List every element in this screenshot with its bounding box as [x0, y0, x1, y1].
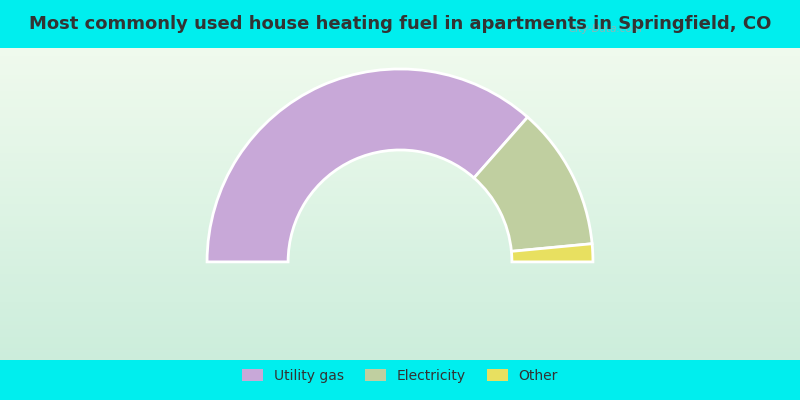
Bar	[0, 134, 800, 138]
Bar	[0, 52, 800, 56]
Bar	[0, 298, 800, 302]
Bar	[0, 220, 800, 224]
Bar	[0, 290, 800, 294]
Bar	[0, 294, 800, 298]
Bar	[0, 64, 800, 68]
Bar	[0, 258, 800, 262]
Bar	[0, 262, 800, 266]
Text: City-Data.com: City-Data.com	[569, 24, 642, 34]
Wedge shape	[474, 117, 592, 251]
Bar	[0, 204, 800, 208]
Bar	[0, 161, 800, 165]
Bar	[0, 309, 800, 313]
Bar	[0, 274, 800, 278]
Bar	[0, 325, 800, 329]
Bar	[0, 153, 800, 157]
Bar	[0, 177, 800, 181]
Bar	[0, 87, 800, 91]
Legend: Utility gas, Electricity, Other: Utility gas, Electricity, Other	[237, 364, 563, 388]
Bar	[0, 72, 800, 75]
Bar	[0, 216, 800, 220]
Bar	[0, 91, 800, 95]
Bar	[0, 333, 800, 337]
Bar	[0, 110, 800, 114]
Bar	[0, 56, 800, 60]
Bar	[0, 196, 800, 200]
Bar	[0, 150, 800, 153]
Bar	[0, 239, 800, 243]
Bar	[0, 157, 800, 161]
Bar	[0, 270, 800, 274]
Bar	[0, 126, 800, 130]
Bar	[0, 348, 800, 352]
Bar	[0, 130, 800, 134]
Bar	[0, 313, 800, 317]
Bar	[0, 181, 800, 184]
Bar	[0, 255, 800, 258]
Bar	[0, 282, 800, 286]
Bar	[0, 306, 800, 309]
Bar	[0, 208, 800, 212]
Bar	[0, 75, 800, 79]
Bar	[0, 169, 800, 173]
Bar	[0, 83, 800, 87]
Bar	[0, 340, 800, 344]
Bar	[0, 165, 800, 169]
Bar	[0, 227, 800, 231]
Bar	[0, 278, 800, 282]
Bar	[0, 337, 800, 340]
Bar	[0, 114, 800, 118]
Bar	[0, 118, 800, 122]
Bar	[0, 68, 800, 71]
Bar	[0, 106, 800, 110]
Bar	[0, 99, 800, 103]
Bar	[0, 317, 800, 321]
Bar	[0, 173, 800, 177]
Bar	[0, 231, 800, 235]
Wedge shape	[207, 69, 527, 262]
Bar	[0, 95, 800, 99]
Bar	[0, 352, 800, 356]
Bar	[0, 60, 800, 64]
Bar	[0, 79, 800, 83]
Bar	[0, 243, 800, 247]
Bar	[0, 356, 800, 360]
Bar	[0, 266, 800, 270]
Bar	[0, 344, 800, 348]
Bar	[0, 138, 800, 142]
Text: Most commonly used house heating fuel in apartments in Springfield, CO: Most commonly used house heating fuel in…	[29, 15, 771, 33]
Wedge shape	[511, 244, 593, 262]
Bar	[0, 103, 800, 106]
Bar	[0, 192, 800, 196]
Bar	[0, 122, 800, 126]
Bar	[0, 286, 800, 290]
Bar	[0, 321, 800, 325]
Bar	[0, 302, 800, 306]
Bar	[0, 235, 800, 239]
Bar	[0, 142, 800, 146]
Bar	[0, 200, 800, 204]
Bar	[0, 146, 800, 149]
Bar	[0, 247, 800, 251]
Bar	[0, 184, 800, 188]
Bar	[0, 212, 800, 216]
Bar	[0, 329, 800, 333]
Bar	[0, 48, 800, 52]
Bar	[0, 224, 800, 227]
Bar	[0, 251, 800, 255]
Bar	[0, 188, 800, 192]
